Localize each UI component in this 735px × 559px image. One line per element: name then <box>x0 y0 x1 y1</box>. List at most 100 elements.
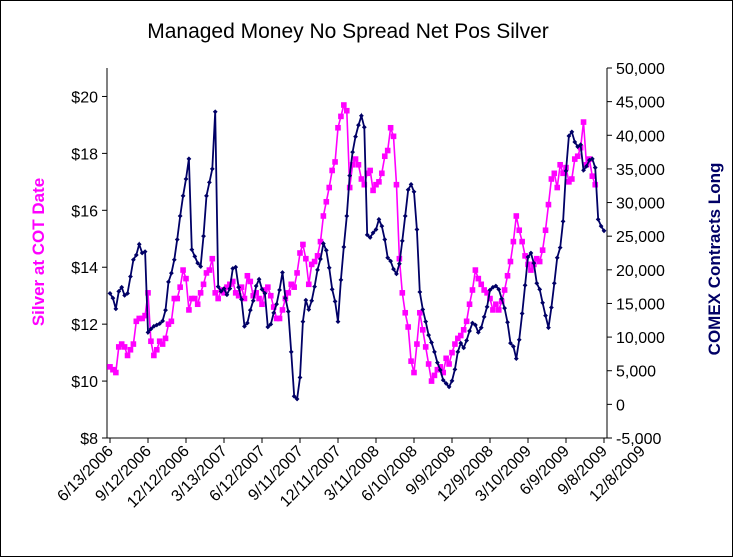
data-point <box>151 323 157 329</box>
y-left-tick-label: $14 <box>71 260 98 277</box>
data-point <box>496 286 502 292</box>
data-point <box>543 313 548 318</box>
data-point <box>206 267 213 273</box>
data-point <box>107 290 113 296</box>
data-point <box>153 346 160 353</box>
data-point <box>352 156 359 162</box>
data-point <box>478 281 485 288</box>
series-line <box>109 111 605 401</box>
data-point <box>422 344 429 350</box>
y-left-tick-label: $12 <box>71 317 98 334</box>
data-point <box>414 341 420 347</box>
data-point <box>384 147 391 154</box>
data-point <box>142 249 148 255</box>
data-point <box>186 156 192 162</box>
data-point <box>338 113 344 120</box>
data-point <box>151 352 157 359</box>
data-point <box>554 184 561 191</box>
data-point <box>437 367 443 373</box>
data-point <box>323 247 329 253</box>
data-point <box>183 275 189 282</box>
data-point <box>554 255 560 261</box>
data-point <box>215 284 221 290</box>
y-left-tick-label: $10 <box>71 374 98 391</box>
data-point <box>361 181 368 188</box>
data-point <box>531 260 537 266</box>
data-point <box>376 179 382 185</box>
data-point <box>528 267 534 273</box>
data-point <box>539 247 546 253</box>
data-point <box>162 335 169 342</box>
data-point <box>262 287 268 293</box>
data-point <box>571 156 578 162</box>
data-point <box>580 119 587 125</box>
data-point <box>136 241 142 247</box>
data-point <box>513 356 519 362</box>
data-point <box>326 184 333 191</box>
data-point <box>534 280 540 286</box>
data-point <box>470 320 475 326</box>
data-point <box>499 296 505 302</box>
data-point <box>408 181 414 187</box>
data-point <box>592 181 599 188</box>
y-right-tick-label: 25,000 <box>616 229 665 246</box>
data-point <box>446 361 452 367</box>
data-point <box>487 287 493 293</box>
data-point <box>267 292 274 299</box>
data-point <box>546 325 551 331</box>
y-axis-right-title: COMEX Contracts Long <box>705 163 724 356</box>
data-point <box>437 364 444 370</box>
data-point <box>414 227 420 232</box>
data-point <box>551 280 557 286</box>
data-point <box>148 338 154 345</box>
y-right-tick-label: 10,000 <box>616 330 665 347</box>
data-point <box>136 315 143 322</box>
data-point <box>443 381 449 386</box>
data-point <box>239 297 244 302</box>
data-point <box>168 318 175 325</box>
y-right-tick-label: 30,000 <box>616 196 665 213</box>
data-point <box>139 250 145 256</box>
data-point <box>408 358 414 364</box>
data-point <box>244 320 250 326</box>
data-point <box>394 271 399 277</box>
y-left-tick-label: $8 <box>80 431 98 448</box>
data-point <box>349 161 356 168</box>
data-point <box>253 283 259 289</box>
data-point <box>569 129 575 135</box>
data-point <box>312 284 318 290</box>
data-point <box>229 278 236 285</box>
data-point <box>204 193 209 199</box>
data-point <box>259 286 265 292</box>
data-point <box>402 309 409 316</box>
data-point <box>186 307 192 313</box>
data-point <box>320 213 327 219</box>
data-point <box>440 369 447 376</box>
data-point <box>242 323 247 329</box>
data-point <box>461 345 467 351</box>
data-point <box>589 173 596 179</box>
data-point <box>224 292 230 298</box>
data-point <box>183 176 189 182</box>
data-point <box>516 337 522 343</box>
data-point <box>160 318 166 324</box>
data-point <box>533 255 540 262</box>
data-point <box>572 139 578 145</box>
data-point <box>344 213 350 219</box>
data-point <box>297 250 303 256</box>
data-point <box>536 258 543 265</box>
y-right-tick-label: 40,000 <box>616 128 665 145</box>
data-point <box>309 298 315 304</box>
data-point <box>405 187 411 193</box>
data-point <box>297 375 303 380</box>
data-point <box>355 161 362 168</box>
data-point <box>166 279 171 285</box>
data-point <box>274 301 280 307</box>
series-comex-contracts <box>107 109 607 402</box>
data-point <box>294 270 300 276</box>
data-point <box>125 290 130 296</box>
data-point <box>519 311 525 316</box>
data-point <box>291 284 297 290</box>
y-right-tick-label: 45,000 <box>616 95 665 112</box>
